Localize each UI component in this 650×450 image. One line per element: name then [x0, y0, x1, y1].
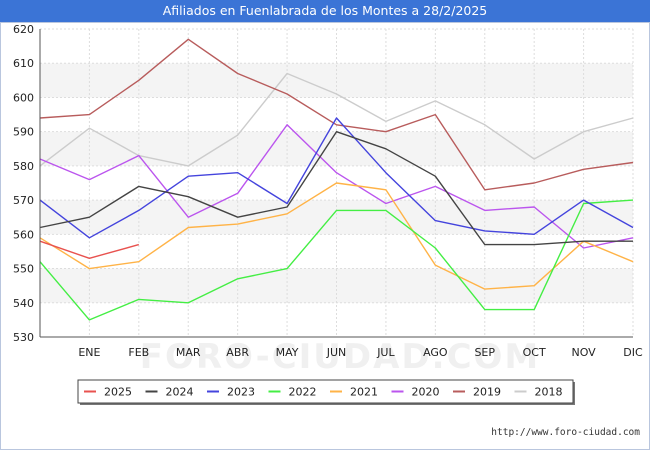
chart-title: Afiliados en Fuenlabrada de los Montes a…: [0, 0, 650, 22]
x-tick-label: FEB: [128, 346, 149, 359]
y-tick-label: 580: [13, 160, 34, 173]
legend-label: 2022: [289, 386, 317, 399]
legend-label: 2018: [535, 386, 563, 399]
x-tick-label: NOV: [571, 346, 596, 359]
y-tick-label: 600: [13, 91, 34, 104]
watermark: FORO-CIUDAD.COM: [140, 337, 541, 377]
legend-label: 2020: [412, 386, 440, 399]
y-tick-label: 590: [13, 126, 34, 139]
legend-box: [77, 379, 574, 404]
plot-band: [40, 302, 633, 337]
legend-item-2025: 2025: [84, 386, 132, 399]
legend-label: 2024: [166, 386, 194, 399]
x-axis-labels: ENE FEB MAR ABR MAY JUN JUL AGO SEP OCT NOV DIC: [78, 346, 643, 359]
x-tick-label: MAR: [176, 346, 201, 359]
legend-label: 2025: [104, 386, 132, 399]
y-tick-label: 620: [13, 23, 34, 36]
legend-item-2021: 2021: [330, 386, 378, 399]
y-tick-label: 570: [13, 194, 34, 207]
x-tick-label: JUL: [376, 346, 395, 359]
legend-label: 2019: [473, 386, 501, 399]
series-line-2023: [39, 117, 634, 239]
series-line-2020: [39, 124, 634, 249]
legend-label: 2021: [350, 386, 378, 399]
y-axis-labels: 530 540 550 560 570 580 590 600 610 620: [13, 23, 34, 344]
legend-item-2019: 2019: [453, 386, 501, 399]
y-tick-label: 560: [13, 228, 34, 241]
plot-band: [40, 63, 633, 98]
legend-item-2023: 2023: [207, 386, 255, 399]
series-line-2022: [39, 199, 634, 321]
x-tick-label: DIC: [623, 346, 643, 359]
legend-item-2022: 2022: [268, 386, 317, 399]
x-tick-label: MAY: [276, 346, 299, 359]
legend-item-2020: 2020: [391, 386, 440, 399]
series-line-2024: [39, 130, 633, 246]
y-tick-label: 550: [13, 263, 34, 276]
axes: [39, 29, 633, 338]
y-tick-label: 530: [13, 331, 34, 344]
x-tick-label: JUN: [326, 346, 347, 359]
legend-label: 2023: [227, 386, 255, 399]
series-line-2025: [39, 240, 139, 259]
series-line-2021: [39, 182, 634, 290]
x-tick-label: ABR: [226, 346, 249, 359]
legend: 2025 2024 2023 2022 2021 2020 2019 2018: [77, 379, 575, 405]
x-tick-label: AGO: [423, 346, 448, 359]
source-link[interactable]: http://www.foro-ciudad.com: [491, 427, 640, 438]
series-lines: [39, 38, 634, 321]
legend-item-2018: 2018: [514, 386, 563, 399]
x-tick-label: SEP: [474, 346, 495, 359]
x-tick-label: OCT: [523, 346, 546, 359]
series-line-2019: [39, 38, 634, 191]
y-tick-label: 540: [13, 297, 34, 310]
y-tick-label: 610: [13, 57, 34, 70]
legend-item-2024: 2024: [145, 386, 194, 399]
x-tick-label: ENE: [78, 346, 100, 359]
